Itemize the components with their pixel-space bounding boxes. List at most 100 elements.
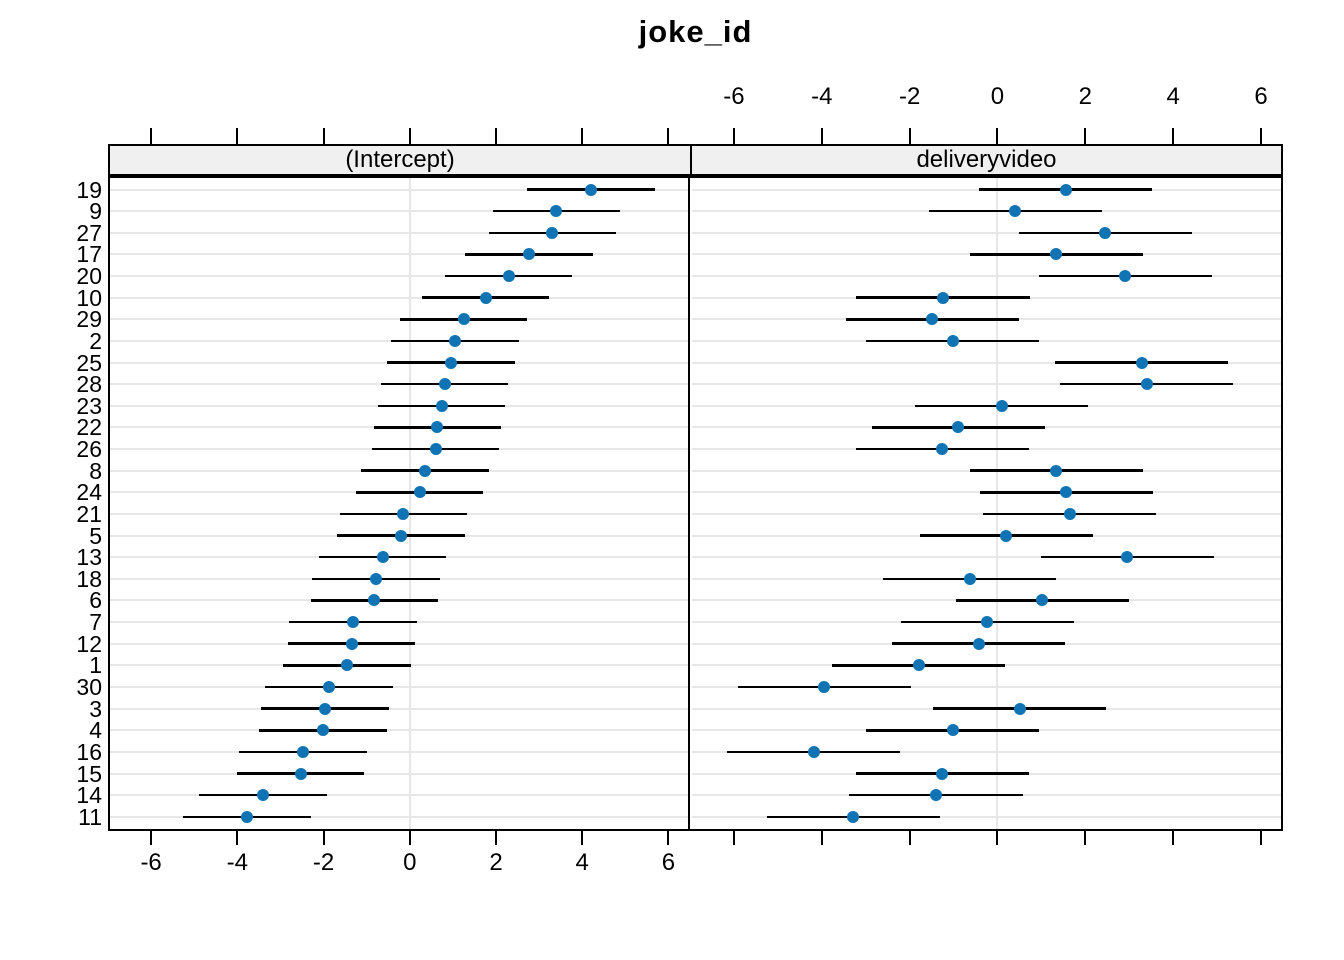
bottom-axis-tick-label: 4 [575, 849, 589, 876]
bottom-axis-tick-label: -6 [140, 849, 162, 876]
data-point [1099, 226, 1112, 239]
strip-label-intercept: (Intercept) [345, 146, 455, 173]
data-point [318, 702, 331, 715]
y-axis-label: 4 [89, 717, 102, 744]
data-point [429, 443, 442, 456]
bottom-axis-tick [1084, 831, 1087, 845]
y-axis-label: 17 [76, 241, 102, 268]
top-axis-tick-label: -6 [723, 83, 745, 110]
panel-strip-deliveryvideo: deliveryvideo [690, 144, 1283, 176]
data-point [522, 248, 535, 261]
row-gridline [110, 729, 688, 732]
data-point [449, 334, 462, 347]
data-point [445, 356, 458, 369]
bottom-axis-tick [581, 831, 584, 845]
row-gridline [110, 685, 688, 688]
data-point [1036, 594, 1049, 607]
top-axis-tick-label: 0 [990, 83, 1005, 110]
bottom-axis-tick [236, 831, 239, 845]
data-point [550, 205, 563, 218]
data-point [1013, 702, 1026, 715]
data-point [431, 421, 444, 434]
y-axis-label: 21 [76, 500, 102, 527]
data-point [972, 637, 985, 650]
data-point [807, 745, 820, 758]
data-point [394, 529, 407, 542]
y-axis-label: 24 [76, 479, 102, 506]
panel-intercept [108, 176, 690, 831]
data-point [546, 226, 559, 239]
row-gridline [110, 275, 688, 278]
bottom-axis-tick [1260, 831, 1263, 845]
row-gridline [692, 231, 1281, 234]
data-point [952, 421, 965, 434]
y-axis-label: 26 [76, 436, 102, 463]
data-point [912, 659, 925, 672]
data-point [1140, 378, 1153, 391]
y-axis-label: 9 [89, 198, 102, 225]
row-gridline [692, 275, 1281, 278]
data-point [1119, 270, 1132, 283]
data-point [479, 291, 492, 304]
top-axis-tick [322, 128, 325, 144]
row-gridline [692, 685, 1281, 688]
y-axis-label: 1 [89, 652, 102, 679]
data-point [256, 789, 269, 802]
y-axis-label: 15 [76, 760, 102, 787]
top-axis-tick [236, 128, 239, 144]
strip-label-deliveryvideo: deliveryvideo [916, 146, 1057, 173]
y-axis-label: 12 [76, 630, 102, 657]
data-point [847, 810, 860, 823]
y-axis-label: 30 [76, 673, 102, 700]
bottom-axis-tick [1172, 831, 1175, 845]
zero-gridline [408, 176, 411, 831]
row-gridline [110, 750, 688, 753]
data-point [294, 767, 307, 780]
data-point [1009, 205, 1022, 218]
row-gridline [110, 296, 688, 299]
y-axis-label: 19 [76, 176, 102, 203]
top-axis-tick [667, 128, 670, 144]
data-point [926, 313, 939, 326]
y-axis-label: 23 [76, 392, 102, 419]
row-gridline [110, 210, 688, 213]
data-point [322, 680, 335, 693]
row-gridline [110, 772, 688, 775]
y-axis-label: 10 [76, 284, 102, 311]
row-gridline [110, 318, 688, 321]
top-axis-tick-label: 6 [1254, 83, 1268, 110]
bottom-axis-tick [322, 831, 325, 845]
row-gridline [692, 383, 1281, 386]
data-point [340, 659, 353, 672]
data-point [818, 680, 831, 693]
bottom-axis-tick-label: 0 [403, 849, 417, 876]
data-point [1063, 507, 1076, 520]
data-point [936, 443, 949, 456]
row-gridline [692, 361, 1281, 364]
top-axis-tick-label: 2 [1078, 83, 1092, 110]
y-axis-label: 14 [76, 782, 102, 809]
top-axis-tick [820, 128, 823, 144]
panel-deliveryvideo [690, 176, 1283, 831]
top-axis-tick [495, 128, 497, 144]
data-point [317, 724, 330, 737]
top-axis-tick [581, 128, 584, 144]
chart-title: joke_id [638, 14, 753, 49]
bottom-axis-tick [495, 831, 497, 845]
data-point [438, 378, 451, 391]
y-axis-label: 22 [76, 414, 102, 441]
y-axis-label: 16 [76, 738, 102, 765]
row-gridline [692, 750, 1281, 753]
top-axis-tick [1084, 128, 1087, 144]
bottom-axis-tick-label: 2 [489, 849, 503, 876]
panel-strip-intercept: (Intercept) [108, 144, 692, 176]
top-axis-tick [408, 128, 411, 144]
data-point [946, 724, 959, 737]
y-axis-label: 3 [89, 695, 102, 722]
top-axis-tick [150, 128, 153, 144]
y-axis-label: 18 [76, 565, 102, 592]
data-point [419, 464, 432, 477]
row-gridline [110, 815, 688, 818]
data-point [397, 507, 410, 520]
